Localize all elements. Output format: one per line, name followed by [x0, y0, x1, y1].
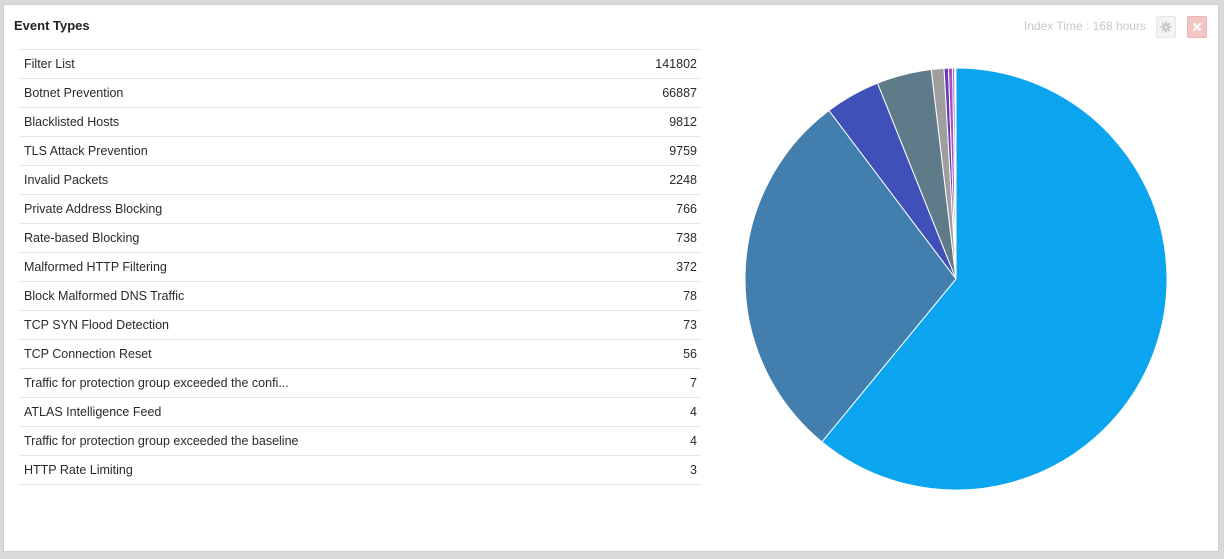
table-row[interactable]: Filter List 141802: [19, 49, 701, 79]
gear-icon: [1160, 21, 1172, 33]
event-type-name: Traffic for protection group exceeded th…: [24, 376, 289, 390]
table-row[interactable]: Rate-based Blocking 738: [19, 223, 701, 253]
event-type-count: 141802: [655, 57, 697, 71]
event-type-count: 9812: [669, 115, 697, 129]
event-type-name: TCP Connection Reset: [24, 347, 152, 361]
event-type-name: TLS Attack Prevention: [24, 144, 148, 158]
event-type-name: Rate-based Blocking: [24, 231, 140, 245]
table-row[interactable]: Traffic for protection group exceeded th…: [19, 368, 701, 398]
close-icon: [1193, 23, 1201, 31]
index-time-label: Index Time : 168 hours: [1023, 19, 1146, 33]
table-row[interactable]: TCP SYN Flood Detection 73: [19, 310, 701, 340]
event-type-count: 766: [676, 202, 697, 216]
event-type-name: TCP SYN Flood Detection: [24, 318, 169, 332]
pie-slice-0[interactable]: [821, 67, 1168, 491]
event-types-panel: Event Types Index Time : 168 hours Filte…: [3, 4, 1219, 552]
event-type-name: Botnet Prevention: [24, 86, 124, 100]
table-row[interactable]: HTTP Rate Limiting 3: [19, 455, 701, 485]
table-row[interactable]: Blacklisted Hosts 9812: [19, 107, 701, 137]
event-type-count: 2248: [669, 173, 697, 187]
event-type-count: 4: [690, 405, 697, 419]
table-row[interactable]: TCP Connection Reset 56: [19, 339, 701, 369]
table-row[interactable]: TLS Attack Prevention 9759: [19, 136, 701, 166]
event-type-name: HTTP Rate Limiting: [24, 463, 133, 477]
table-row[interactable]: Private Address Blocking 766: [19, 194, 701, 224]
event-type-name: Block Malformed DNS Traffic: [24, 289, 185, 303]
event-type-count: 738: [676, 231, 697, 245]
event-type-name: Private Address Blocking: [24, 202, 163, 216]
event-type-count: 7: [690, 376, 697, 390]
table-row[interactable]: Botnet Prevention 66887: [19, 78, 701, 108]
event-type-name: Filter List: [24, 57, 75, 71]
table-row[interactable]: Traffic for protection group exceeded th…: [19, 426, 701, 456]
settings-button[interactable]: [1156, 16, 1176, 38]
event-type-name: Malformed HTTP Filtering: [24, 260, 167, 274]
event-type-count: 3: [690, 463, 697, 477]
table-row[interactable]: Block Malformed DNS Traffic 78: [19, 281, 701, 311]
panel-header: Event Types Index Time : 168 hours: [4, 5, 1218, 45]
pie-slice-1[interactable]: [744, 109, 957, 443]
event-type-name: Blacklisted Hosts: [24, 115, 120, 129]
event-type-name: ATLAS Intelligence Feed: [24, 405, 162, 419]
event-type-count: 372: [676, 260, 697, 274]
table-row[interactable]: Invalid Packets 2248: [19, 165, 701, 195]
event-type-count: 56: [683, 347, 697, 361]
event-type-count: 66887: [662, 86, 697, 100]
table-row[interactable]: Malformed HTTP Filtering 372: [19, 252, 701, 282]
event-type-count: 78: [683, 289, 697, 303]
event-types-table: Filter List 141802 Botnet Prevention 66887 B…: [19, 49, 701, 485]
event-types-pie-chart: [744, 67, 1168, 491]
event-type-name: Invalid Packets: [24, 173, 109, 187]
event-type-count: 73: [683, 318, 697, 332]
event-type-name: Traffic for protection group exceeded th…: [24, 434, 299, 448]
close-button[interactable]: [1187, 16, 1207, 38]
table-row[interactable]: ATLAS Intelligence Feed 4: [19, 397, 701, 427]
event-type-count: 4: [690, 434, 697, 448]
event-type-count: 9759: [669, 144, 697, 158]
panel-title: Event Types: [14, 18, 90, 33]
